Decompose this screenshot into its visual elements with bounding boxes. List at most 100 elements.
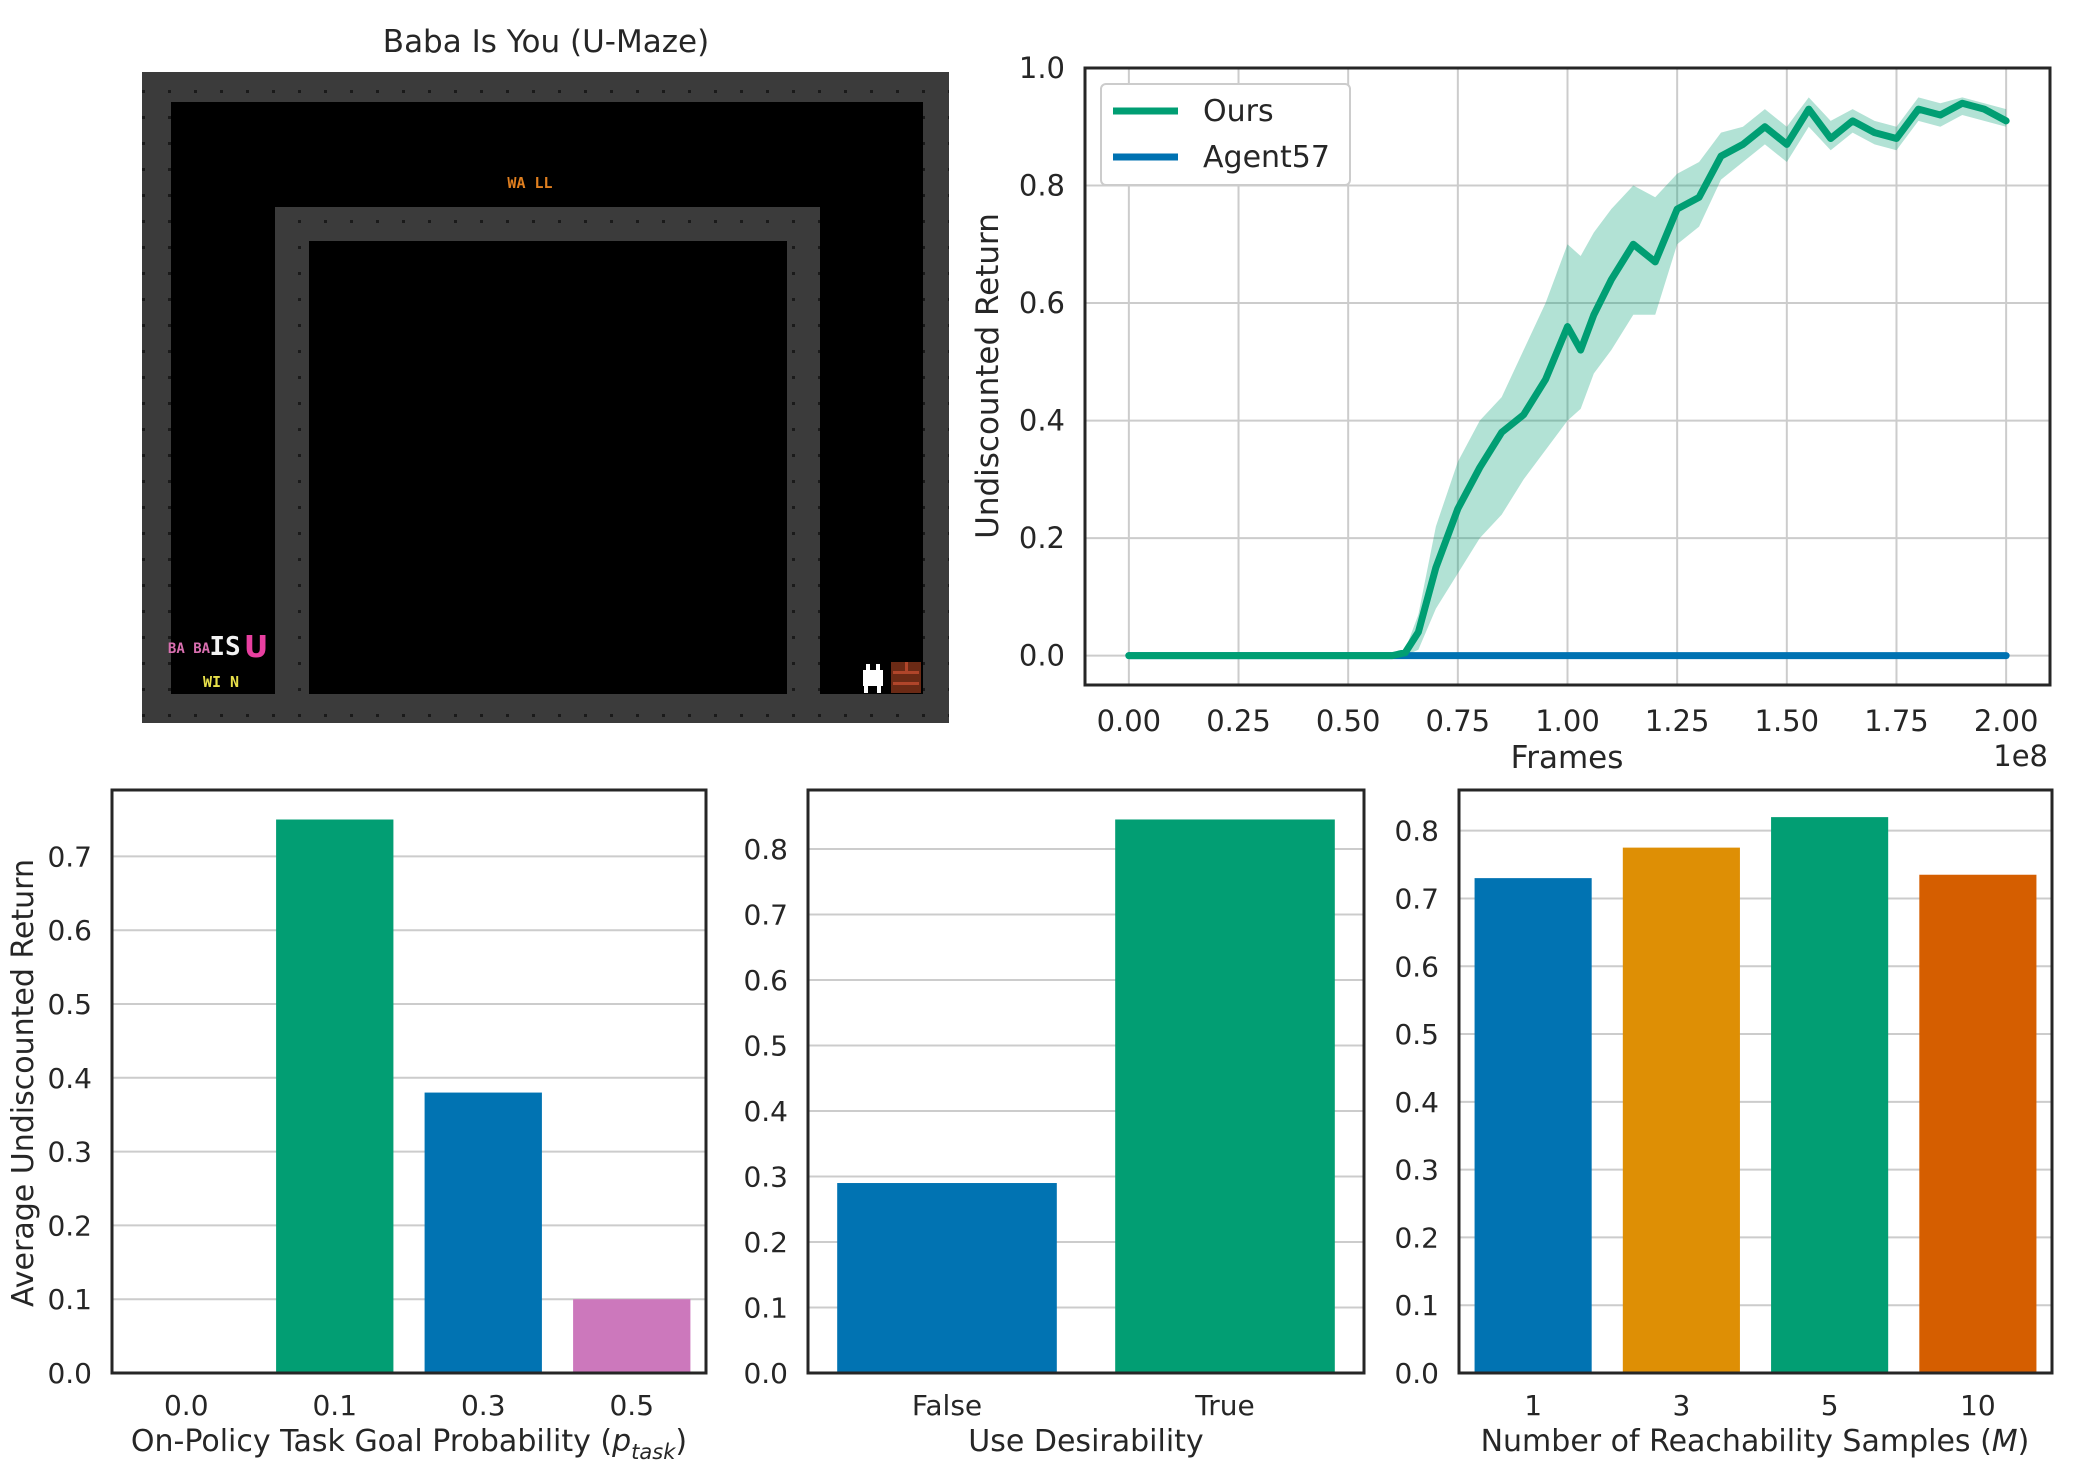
bar3-y-ticks: 0.0 0.1 0.2 0.3 0.4 0.5 0.6 0.7 0.8	[1394, 815, 1439, 1390]
game-title: Baba Is You (U-Maze)	[383, 24, 709, 60]
bar3-bars	[1474, 817, 2037, 1373]
b3-y-tick-label: 0.6	[1394, 950, 1439, 983]
b3-x-tick-label: 3	[1672, 1389, 1690, 1422]
b1-bar-0.1	[276, 819, 394, 1373]
b2-x-tick-label: True	[1194, 1389, 1254, 1422]
b3-y-tick-label: 0.8	[1394, 815, 1439, 848]
line-chart-y-tick-label: 0.0	[1019, 639, 1065, 673]
b2-y-tick-label: 0.1	[743, 1291, 788, 1324]
game-background	[142, 72, 949, 723]
wall-bottom	[142, 694, 949, 723]
line-chart-series	[1125, 99, 2010, 660]
bar1-xlabel-subscript: task	[631, 1440, 676, 1461]
b2-bar-False	[837, 1183, 1057, 1373]
line-chart-x-tick-label: 1.00	[1535, 704, 1600, 738]
b1-x-tick-label: 0.3	[461, 1389, 506, 1422]
bar3-xlabel-main: Number of Reachability Samples (	[1481, 1424, 1992, 1459]
training-curve-chart: 0.00 0.25 0.50 0.75 1.00 1.25 1.50 1.75 2.00 0.0…	[970, 51, 2052, 776]
line-chart-x-tick-label: 0.00	[1097, 704, 1162, 738]
bar1-y-ticks: 0.0 0.1 0.2 0.3 0.4 0.5 0.6 0.7	[47, 840, 92, 1390]
b1-y-tick-label: 0.7	[47, 840, 92, 873]
line-chart-y-tick-label: 0.6	[1019, 286, 1065, 320]
line-chart-y-ticks: 0.0 0.2 0.4 0.6 0.8 1.0	[1019, 51, 1065, 673]
bar2-frame	[806, 788, 1366, 1375]
bar1-grid	[112, 855, 706, 1374]
legend-label-ours: Ours	[1203, 94, 1274, 129]
b2-y-tick-label: 0.3	[743, 1160, 788, 1193]
line-chart-y-tick-label: 1.0	[1019, 51, 1065, 85]
bar3-x-ticks: 1 3 5 10	[1524, 1389, 1995, 1422]
b1-y-tick-label: 0.6	[47, 914, 92, 947]
b1-y-tick-label: 0.3	[47, 1136, 92, 1169]
legend-label-agent57: Agent57	[1203, 140, 1330, 175]
wall-inner-right	[787, 207, 820, 697]
b2-y-tick-label: 0.0	[743, 1357, 788, 1390]
b3-bar-10	[1919, 874, 2037, 1373]
bar1-xlabel-symbol: p	[611, 1424, 631, 1459]
b1-y-tick-label: 0.2	[47, 1209, 92, 1242]
win-word-tile: WI N	[203, 673, 239, 691]
line-chart-y-tick-label: 0.8	[1019, 169, 1065, 203]
b2-x-tick-label: False	[912, 1389, 982, 1422]
bar3-xlabel-end: )	[2018, 1424, 2030, 1459]
b3-bar-5	[1771, 817, 1889, 1373]
b1-x-tick-label: 0.5	[609, 1389, 654, 1422]
line-chart-x-tick-label: 0.50	[1316, 704, 1381, 738]
b3-y-tick-label: 0.4	[1394, 1086, 1439, 1119]
is-word-tile: IS	[209, 632, 240, 662]
bar1-xlabel-end: )	[675, 1424, 687, 1459]
bar2-y-ticks: 0.0 0.1 0.2 0.3 0.4 0.5 0.6 0.7 0.8	[743, 833, 788, 1390]
wall-inner-left	[275, 207, 309, 697]
you-word-tile: U	[244, 630, 268, 665]
b1-bar-0.5	[573, 1299, 691, 1373]
brick-icon	[891, 662, 921, 693]
b3-y-tick-label: 0.2	[1394, 1221, 1439, 1254]
b1-bar-0.3	[424, 1092, 542, 1373]
b3-y-tick-label: 0.3	[1394, 1154, 1439, 1187]
line-chart-y-tick-label: 0.4	[1019, 404, 1065, 438]
bar1-xlabel: On-Policy Task Goal Probability (ptask)	[131, 1424, 687, 1461]
bar2-bars	[837, 819, 1335, 1373]
ours-band-area	[1128, 97, 2007, 656]
b2-y-tick-label: 0.5	[743, 1029, 788, 1062]
b1-y-tick-label: 0.5	[47, 988, 92, 1021]
wall-word-tile: WA LL	[507, 174, 552, 192]
b3-bar-3	[1622, 847, 1740, 1373]
b3-y-tick-label: 0.5	[1394, 1018, 1439, 1051]
b3-bar-1	[1474, 878, 1592, 1373]
bar1-frame	[110, 788, 708, 1375]
b3-x-tick-label: 5	[1821, 1389, 1839, 1422]
wall-top	[142, 72, 949, 102]
line-chart-ylabel: Undiscounted Return	[970, 213, 1006, 539]
b3-y-tick-label: 0.1	[1394, 1289, 1439, 1322]
b2-y-tick-label: 0.7	[743, 898, 788, 931]
use-desirability-chart: 0.0 0.1 0.2 0.3 0.4 0.5 0.6 0.7 0.8 False True Us…	[743, 788, 1366, 1459]
bar2-x-ticks: False True	[912, 1389, 1255, 1422]
reachability-samples-chart: 0.0 0.1 0.2 0.3 0.4 0.5 0.6 0.7 0.8 1 3 5 10 Number…	[1394, 788, 2054, 1459]
wall-left	[142, 72, 171, 723]
ours-series-line	[1125, 99, 2010, 660]
b3-y-tick-label: 0.0	[1394, 1357, 1439, 1390]
line-chart-x-tick-label: 1.50	[1755, 704, 1820, 738]
line-chart-y-tick-label: 0.2	[1019, 521, 1065, 555]
b2-y-tick-label: 0.8	[743, 833, 788, 866]
baba-icon	[863, 664, 883, 693]
ours-confidence-band	[1128, 97, 2007, 656]
line-chart-x-tick-label: 0.75	[1426, 704, 1491, 738]
b2-y-tick-label: 0.4	[743, 1095, 788, 1128]
bar1-xlabel-main: On-Policy Task Goal Probability (	[131, 1424, 612, 1459]
bar1-x-ticks: 0.0 0.1 0.3 0.5	[164, 1389, 654, 1422]
line-chart-x-tick-label: 0.25	[1206, 704, 1271, 738]
line-chart-x-multiplier: 1e8	[1993, 739, 2048, 773]
b1-y-tick-label: 0.1	[47, 1283, 92, 1316]
line-chart-xlabel: Frames	[1511, 740, 1624, 776]
line-chart-x-tick-label: 2.00	[1974, 704, 2039, 738]
bar2-xlabel: Use Desirability	[968, 1424, 1203, 1459]
b3-x-tick-label: 10	[1960, 1389, 1996, 1422]
line-chart-x-tick-label: 1.75	[1864, 704, 1929, 738]
game-panel: Baba Is You (U-Maze) WA LL BA BA IS U WI…	[142, 24, 949, 723]
line-chart-x-tick-label: 1.25	[1645, 704, 1710, 738]
line-chart-x-ticks: 0.00 0.25 0.50 0.75 1.00 1.25 1.50 1.75 2.00	[1097, 704, 2039, 738]
b1-y-tick-label: 0.4	[47, 1062, 92, 1095]
